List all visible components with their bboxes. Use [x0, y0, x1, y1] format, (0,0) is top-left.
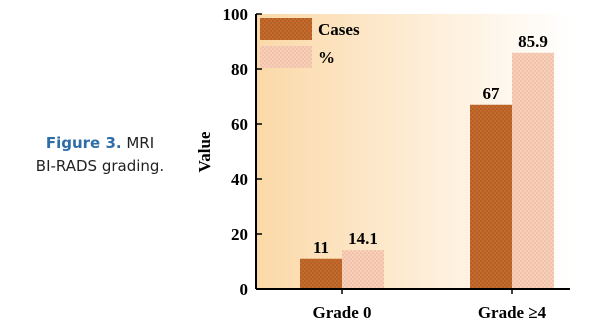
legend-swatch-percent — [260, 46, 312, 68]
bar-percent-grade-4 — [512, 52, 554, 290]
y-tick-label: 60 — [231, 115, 248, 134]
data-label: 11 — [313, 238, 329, 257]
bar-cases-grade-4 — [470, 104, 512, 289]
caption-text-line2: BI-RADS grading. — [35, 157, 165, 175]
x-tick-label: Grade 0 — [312, 303, 371, 322]
legend-label-percent: % — [318, 48, 335, 67]
figure-label: Figure 3. — [45, 134, 122, 152]
bar-cases-grade-0 — [300, 258, 342, 289]
y-axis-label: Value — [195, 131, 214, 172]
legend-swatch-cases — [260, 18, 312, 40]
y-tick-label: 100 — [223, 5, 249, 24]
caption-text-line1: MRI — [126, 134, 155, 152]
x-tick-label: Grade ≥4 — [478, 303, 547, 322]
y-tick-label: 80 — [231, 60, 248, 79]
figure-caption: Figure 3. MRI BI-RADS grading. — [14, 132, 186, 178]
data-label: 85.9 — [518, 32, 548, 51]
legend-label-cases: Cases — [318, 20, 360, 39]
data-label: 14.1 — [348, 229, 378, 248]
y-tick-label: 20 — [231, 225, 248, 244]
bar-percent-grade-0 — [342, 250, 384, 289]
y-tick-label: 40 — [231, 170, 248, 189]
data-label: 67 — [483, 84, 501, 103]
y-tick-label: 0 — [240, 280, 249, 299]
